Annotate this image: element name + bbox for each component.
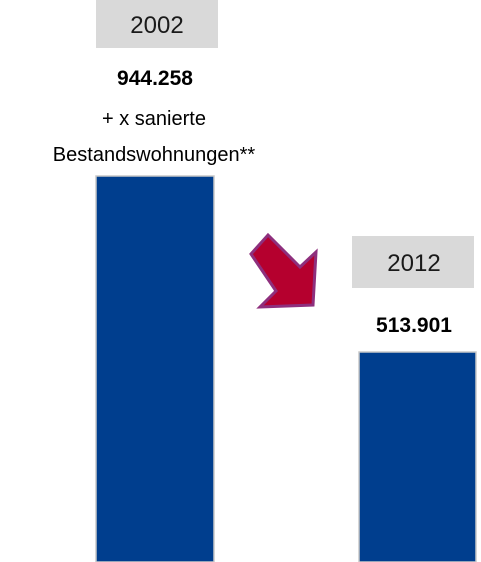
annotation-line-2: Bestandswohnungen** [53,144,256,166]
year-label-2002: 2002 [130,12,183,39]
bar-2002 [95,175,215,562]
value-label-2012: 513.901 [376,314,452,337]
value-label-2002: 944.258 [117,67,193,90]
down-right-arrow-icon [249,232,318,309]
year-label-2012: 2012 [387,250,440,277]
bar-2012 [358,351,477,562]
year-box-2012 [352,236,474,288]
annotation-line-1: + x sanierte [102,108,206,130]
year-box-2002 [96,0,218,48]
